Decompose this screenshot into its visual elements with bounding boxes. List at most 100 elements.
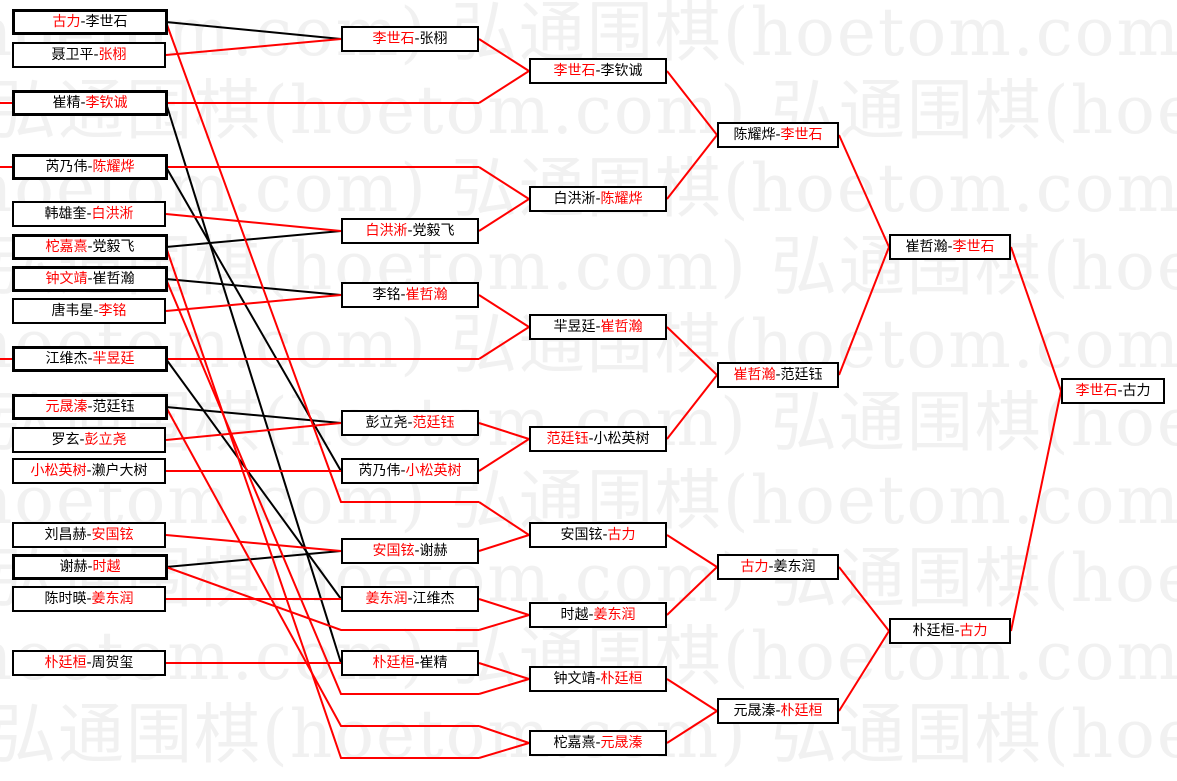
separator: - xyxy=(595,319,601,335)
bracket-line xyxy=(478,742,530,759)
separator: - xyxy=(588,607,594,623)
player-name: 李世石 xyxy=(372,31,415,47)
match-box-round-1: 古力-李世石 xyxy=(12,9,168,35)
player-name: 濑户大树 xyxy=(91,463,148,479)
player-name: 朴廷桓 xyxy=(912,623,955,639)
match-box-round-2: 姜东润-江维杰 xyxy=(341,586,479,612)
match-box-round-2: 李铭-崔哲瀚 xyxy=(341,282,479,308)
player-name: 安国铉 xyxy=(372,543,415,559)
match-box-round-2: 安国铉-谢赫 xyxy=(341,538,479,564)
player-name: 时越 xyxy=(560,607,589,623)
bracket-line xyxy=(165,278,342,296)
player-name: 张栩 xyxy=(98,47,127,63)
player-name: 陈耀烨 xyxy=(600,191,643,207)
separator: - xyxy=(775,127,781,143)
player-name: 元晟溱 xyxy=(733,703,776,719)
player-name: 姜东润 xyxy=(773,559,816,575)
player-name: 范廷钰 xyxy=(412,415,455,431)
separator: - xyxy=(595,671,601,687)
player-name: 彭立尧 xyxy=(365,415,408,431)
player-name: 谢赫 xyxy=(59,559,88,575)
separator: - xyxy=(407,591,413,607)
bracket-line xyxy=(478,501,530,536)
bracket-line xyxy=(165,230,342,248)
player-name: 姜东润 xyxy=(593,607,636,623)
player-name: 古力 xyxy=(740,559,769,575)
player-name: 元晟溱 xyxy=(45,399,88,415)
bracket-line xyxy=(666,566,718,616)
bracket-line xyxy=(478,294,530,328)
separator: - xyxy=(87,351,93,367)
player-name: 刘昌赫 xyxy=(44,527,87,543)
bracket-line xyxy=(478,38,530,72)
match-box-round-1: 柁嘉熹-党毅飞 xyxy=(12,234,168,260)
separator: - xyxy=(87,271,93,287)
match-box-round-1: 小松英树-濑户大树 xyxy=(12,458,166,484)
player-name: 朴廷桓 xyxy=(372,655,415,671)
bracket-line xyxy=(478,422,530,440)
bracket-line xyxy=(478,70,530,104)
bracket-line xyxy=(478,534,530,552)
player-name: 崔哲瀚 xyxy=(733,367,776,383)
player-name: 江维杰 xyxy=(45,351,88,367)
watermark-text: 弘通围棋(hoetom.com) 弘通围棋(hoetom.com) 弘通围棋(h… xyxy=(0,78,1177,144)
match-box-round-1: 陈时暎-姜东润 xyxy=(12,586,166,612)
separator: - xyxy=(407,415,413,431)
match-box-round-3: 李世石-李钦诚 xyxy=(529,58,667,84)
bracket-line xyxy=(666,374,718,440)
player-name: 元晟溱 xyxy=(600,735,643,751)
match-box-round-3: 范廷钰-小松英树 xyxy=(529,426,667,452)
match-box-round-1: 钟文靖-崔哲瀚 xyxy=(12,266,168,292)
bracket-line xyxy=(478,326,530,360)
player-name: 姜东润 xyxy=(91,591,134,607)
player-name: 李钦诚 xyxy=(600,63,643,79)
match-box-round-5: 崔哲瀚-李世石 xyxy=(889,234,1011,260)
match-box-round-2: 朴廷桓-崔精 xyxy=(341,650,479,676)
match-box-round-5: 朴廷桓-古力 xyxy=(889,618,1011,644)
separator: - xyxy=(954,623,960,639)
match-box-round-2: 白洪淅-党毅飞 xyxy=(341,218,479,244)
match-box-round-3: 柁嘉熹-元晟溱 xyxy=(529,730,667,756)
player-name: 聂卫平 xyxy=(51,47,94,63)
player-name: 崔哲瀚 xyxy=(92,271,135,287)
bracket-line xyxy=(838,630,890,712)
player-name: 朴廷桓 xyxy=(44,655,87,671)
player-name: 柁嘉熹 xyxy=(553,735,596,751)
separator: - xyxy=(87,159,93,175)
bracket-line xyxy=(478,662,530,680)
match-box-round-1: 罗玄-彭立尧 xyxy=(12,427,166,453)
player-name: 崔哲瀚 xyxy=(405,287,448,303)
bracket-line xyxy=(165,358,342,600)
player-name: 李世石 xyxy=(85,14,128,30)
match-box-round-3: 安国铉-古力 xyxy=(529,522,667,548)
match-box-round-4: 元晟溱-朴廷桓 xyxy=(717,698,839,724)
player-name: 陈耀烨 xyxy=(92,159,135,175)
player-name: 崔哲瀚 xyxy=(905,239,948,255)
match-box-round-1: 朴廷桓-周贺玺 xyxy=(12,650,166,676)
player-name: 党毅飞 xyxy=(92,239,135,255)
separator: - xyxy=(947,239,953,255)
separator: - xyxy=(1117,383,1123,399)
separator: - xyxy=(93,47,99,63)
player-name: 崔精 xyxy=(419,655,448,671)
bracket-line xyxy=(165,422,342,441)
player-name: 钟文靖 xyxy=(45,271,88,287)
player-name: 安国铉 xyxy=(560,527,603,543)
match-box-round-4: 陈耀烨-李世石 xyxy=(717,122,839,148)
player-name: 古力 xyxy=(52,14,81,30)
separator: - xyxy=(400,463,406,479)
separator: - xyxy=(595,735,601,751)
separator: - xyxy=(87,239,93,255)
player-name: 罗玄 xyxy=(51,432,80,448)
bracket-line xyxy=(1010,246,1062,392)
player-name: 羋昱廷 xyxy=(92,351,135,367)
separator: - xyxy=(775,367,781,383)
bracket-line xyxy=(165,534,342,552)
player-name: 古力 xyxy=(959,623,988,639)
player-name: 陈时暎 xyxy=(44,591,87,607)
bracket-line xyxy=(478,598,530,616)
separator: - xyxy=(87,399,93,415)
player-name: 周贺玺 xyxy=(91,655,134,671)
player-name: 白洪淅 xyxy=(553,191,596,207)
